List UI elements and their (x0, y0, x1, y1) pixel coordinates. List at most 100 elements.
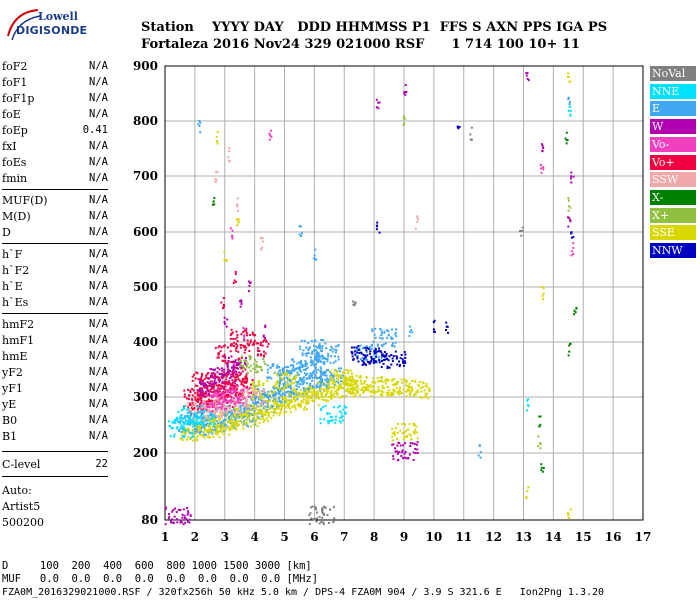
echo-point (375, 98, 378, 101)
echo-point (200, 408, 203, 411)
echo-point (221, 367, 224, 370)
echo-point (228, 406, 231, 409)
echo-point (252, 382, 255, 385)
echo-point (253, 394, 256, 397)
echo-point (400, 354, 403, 356)
echo-point (309, 512, 312, 515)
echo-point (315, 384, 318, 387)
echo-point (278, 373, 281, 376)
echo-point (227, 388, 230, 391)
param-name: MUF(D) (2, 194, 48, 207)
echo-point (230, 411, 233, 413)
echo-point (428, 388, 431, 391)
echo-point (266, 406, 269, 409)
echo-point (262, 415, 264, 418)
param-value: N/A (89, 76, 108, 88)
echo-point (204, 396, 206, 398)
echo-point (233, 345, 236, 347)
auto-program: Artist5 (2, 500, 41, 513)
echo-point (217, 353, 220, 356)
echo-point (249, 410, 252, 413)
echo-point (216, 140, 218, 143)
echo-point (289, 364, 292, 367)
param-row: yF2 N/A (2, 366, 108, 382)
echo-point (380, 356, 383, 359)
echo-point (411, 331, 414, 334)
echo-point (278, 396, 281, 399)
echo-point (235, 413, 238, 416)
echo-point (259, 409, 262, 412)
echo-point (381, 376, 383, 378)
echo-point (319, 372, 322, 375)
echo-point (252, 392, 254, 395)
echo-point (208, 422, 211, 425)
echo-point (239, 372, 242, 375)
echo-point (318, 385, 321, 388)
echo-point (325, 374, 328, 377)
echo-point (378, 350, 381, 353)
echo-point (359, 344, 362, 347)
echo-point (319, 345, 322, 348)
echo-point (338, 405, 341, 408)
echo-point (238, 401, 241, 404)
footer-muf-row: MUF 0.0 0.0 0.0 0.0 0.0 0.0 0.0 0.0 [MHz… (2, 573, 319, 585)
echo-point (310, 394, 313, 397)
echo-point (218, 416, 221, 419)
echo-point (208, 409, 211, 412)
echo-point (211, 375, 214, 378)
echo-point (361, 387, 363, 390)
echo-point (301, 364, 304, 367)
echo-point (572, 246, 575, 249)
echo-point (327, 387, 330, 390)
echo-point (176, 416, 178, 419)
echo-point (296, 362, 299, 365)
echo-point (240, 414, 243, 417)
echo-point (407, 388, 410, 391)
echo-point (330, 374, 333, 377)
logo-line2: DIGISONDE (16, 24, 88, 37)
echo-point (359, 394, 361, 396)
echo-point (191, 419, 194, 422)
echo-point (187, 388, 189, 391)
echo-point (366, 386, 369, 389)
echo-point (343, 377, 346, 380)
echo-point (310, 506, 313, 509)
echo-point (259, 397, 262, 400)
echo-point (205, 376, 208, 379)
echo-point (305, 354, 308, 357)
echo-point (199, 407, 202, 410)
echo-point (327, 369, 330, 372)
echo-point (360, 389, 363, 391)
echo-point (445, 321, 448, 324)
echo-point (541, 149, 544, 152)
echo-point (296, 396, 299, 399)
echo-point (217, 426, 220, 429)
echo-point (221, 424, 224, 427)
echo-point (328, 420, 331, 423)
echo-point (389, 393, 392, 396)
echo-point (403, 91, 406, 94)
echo-point (565, 131, 568, 134)
param-value: N/A (89, 210, 108, 222)
echo-point (283, 386, 285, 389)
echo-point (540, 286, 543, 289)
echo-point (179, 419, 182, 422)
echo-point (322, 384, 325, 387)
echo-point (174, 418, 177, 421)
echo-point (259, 344, 262, 346)
echo-point (250, 383, 252, 386)
echo-point (339, 385, 342, 387)
echo-point (403, 431, 406, 434)
echo-point (224, 400, 227, 403)
echo-point (262, 396, 265, 399)
echo-point (568, 350, 571, 353)
echo-point (403, 452, 406, 455)
echo-point (319, 366, 322, 369)
echo-point (217, 376, 220, 379)
echo-point (332, 361, 335, 364)
echo-point (538, 425, 541, 428)
echo-point (390, 336, 393, 339)
echo-point (375, 106, 378, 109)
echo-point (226, 382, 229, 385)
echo-point (214, 407, 217, 410)
